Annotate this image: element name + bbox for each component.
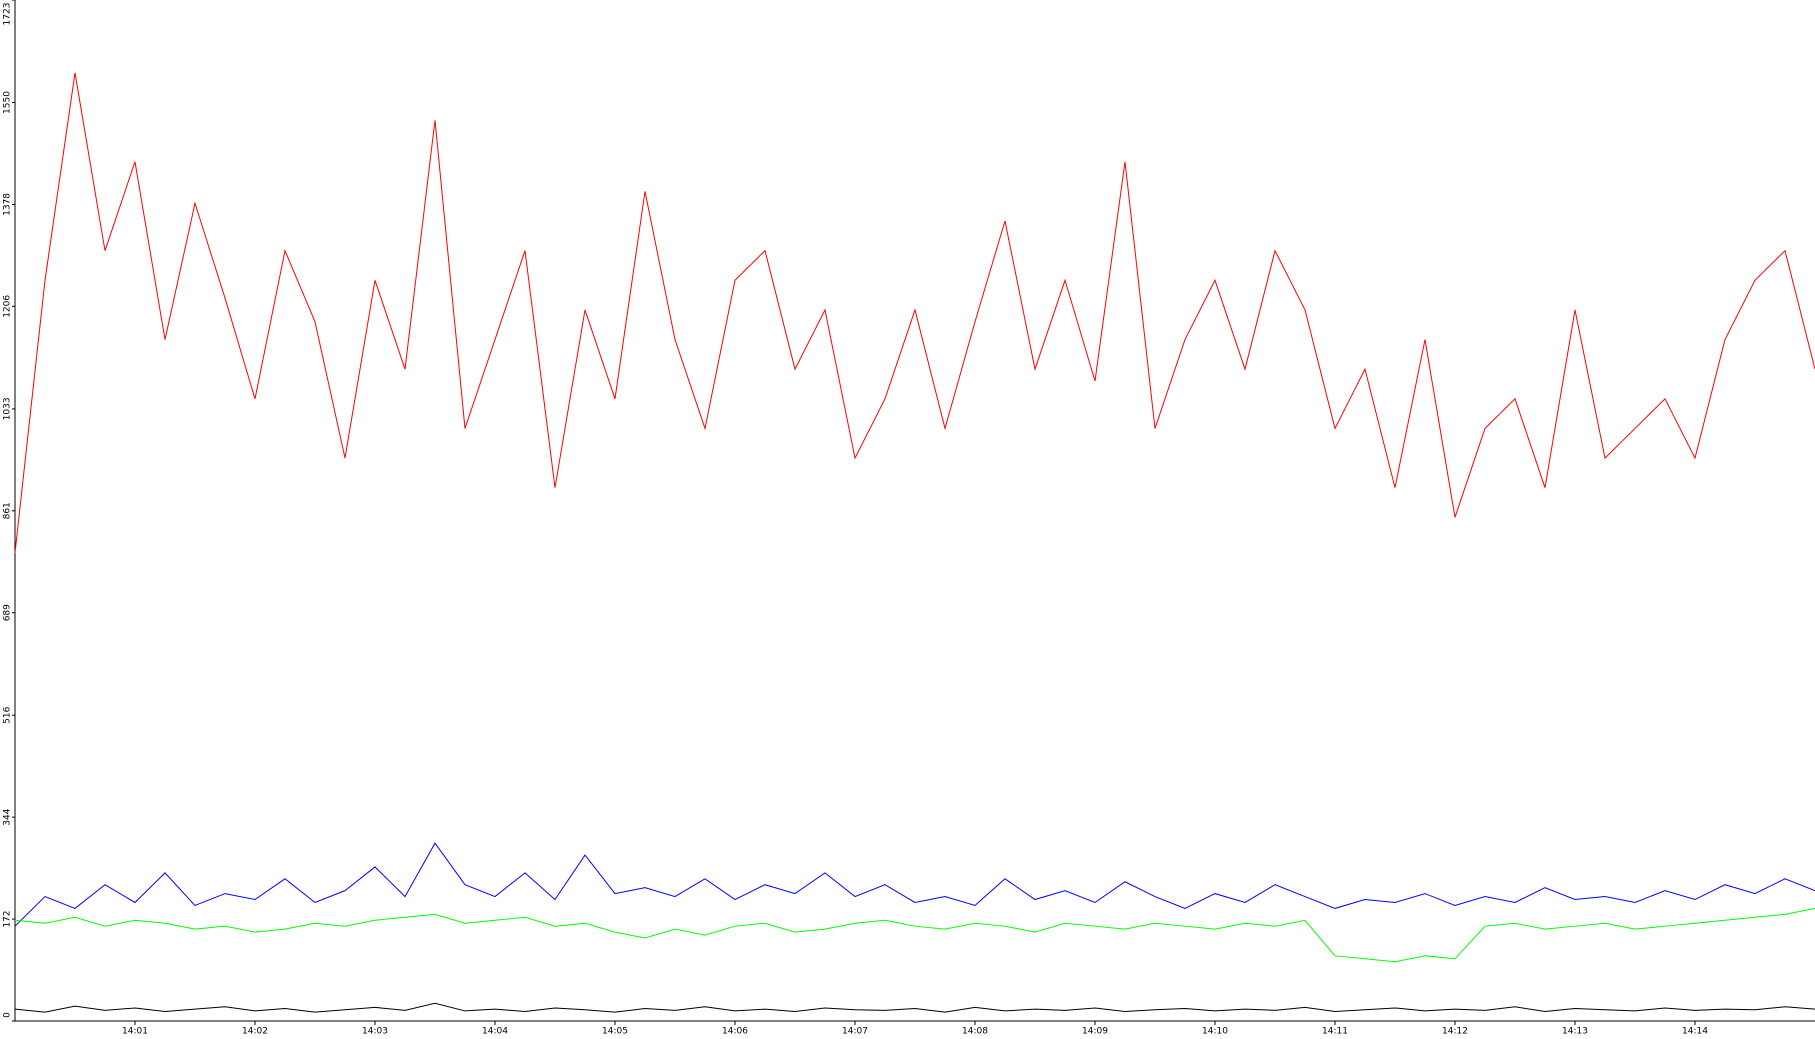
x-tick-label: 14:14 [1682,1027,1708,1037]
x-tick-label: 14:03 [362,1027,388,1037]
series-line [14,842,1815,927]
y-tick-label: 689 [3,604,13,621]
x-tick-label: 14:06 [722,1027,748,1037]
x-tick-label: 14:05 [602,1027,628,1037]
x-tick-label: 14:10 [1202,1027,1228,1037]
y-tick-label: 1723 [3,3,13,26]
x-tick-label: 14:12 [1442,1027,1468,1037]
x-tick-label: 14:04 [482,1027,508,1037]
y-tick-label: 516 [3,706,13,723]
series-line [14,72,1815,553]
y-tick-label: 861 [3,502,13,519]
y-tick-label: 0 [3,1012,13,1018]
y-tick-label: 172 [3,910,13,927]
y-tick-label: 1550 [3,91,13,114]
x-tick-label: 14:13 [1562,1027,1588,1037]
series-line [14,907,1815,963]
y-tick-label: 1033 [3,397,13,420]
x-tick-label: 14:02 [242,1027,268,1037]
x-tick-label: 14:07 [842,1027,868,1037]
x-tick-label: 14:01 [122,1027,148,1037]
y-tick-label: 1206 [3,295,13,318]
series-line [14,1002,1815,1013]
x-tick-label: 14:11 [1322,1027,1348,1037]
y-tick-label: 344 [3,808,13,825]
x-tick-label: 14:09 [1082,1027,1108,1037]
y-tick-label: 1378 [3,193,13,216]
x-tick-label: 14:08 [962,1027,988,1037]
